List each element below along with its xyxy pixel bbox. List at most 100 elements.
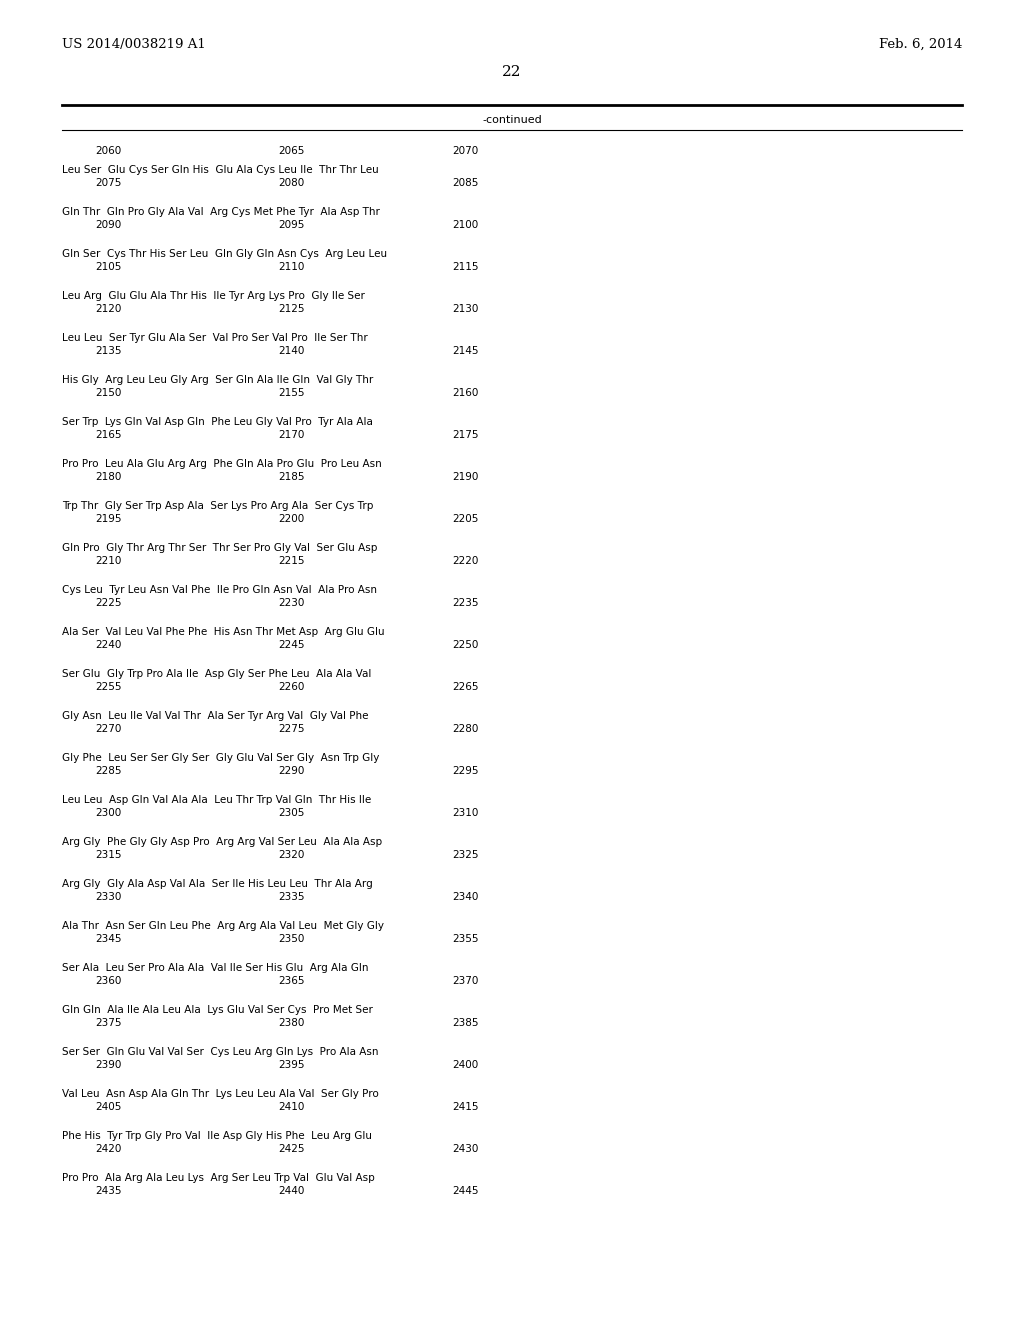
Text: 2415: 2415 bbox=[452, 1102, 478, 1111]
Text: 2275: 2275 bbox=[278, 723, 304, 734]
Text: Leu Leu  Ser Tyr Glu Ala Ser  Val Pro Ser Val Pro  Ile Ser Thr: Leu Leu Ser Tyr Glu Ala Ser Val Pro Ser … bbox=[62, 333, 368, 343]
Text: 2240: 2240 bbox=[95, 640, 122, 649]
Text: Gly Asn  Leu Ile Val Val Thr  Ala Ser Tyr Arg Val  Gly Val Phe: Gly Asn Leu Ile Val Val Thr Ala Ser Tyr … bbox=[62, 711, 369, 721]
Text: 2290: 2290 bbox=[278, 766, 304, 776]
Text: 2140: 2140 bbox=[278, 346, 304, 356]
Text: 2425: 2425 bbox=[278, 1144, 304, 1154]
Text: 2280: 2280 bbox=[452, 723, 478, 734]
Text: 2075: 2075 bbox=[95, 178, 122, 187]
Text: 2125: 2125 bbox=[278, 304, 304, 314]
Text: 2250: 2250 bbox=[452, 640, 478, 649]
Text: 2330: 2330 bbox=[95, 892, 122, 902]
Text: 2060: 2060 bbox=[95, 147, 121, 156]
Text: 2195: 2195 bbox=[95, 513, 122, 524]
Text: 2175: 2175 bbox=[452, 430, 478, 440]
Text: 2335: 2335 bbox=[278, 892, 304, 902]
Text: Leu Arg  Glu Glu Ala Thr His  Ile Tyr Arg Lys Pro  Gly Ile Ser: Leu Arg Glu Glu Ala Thr His Ile Tyr Arg … bbox=[62, 290, 365, 301]
Text: 2435: 2435 bbox=[95, 1185, 122, 1196]
Text: Gly Phe  Leu Ser Ser Gly Ser  Gly Glu Val Ser Gly  Asn Trp Gly: Gly Phe Leu Ser Ser Gly Ser Gly Glu Val … bbox=[62, 752, 379, 763]
Text: 2100: 2100 bbox=[452, 220, 478, 230]
Text: 2345: 2345 bbox=[95, 935, 122, 944]
Text: 2150: 2150 bbox=[95, 388, 122, 399]
Text: US 2014/0038219 A1: US 2014/0038219 A1 bbox=[62, 38, 206, 51]
Text: Gln Gln  Ala Ile Ala Leu Ala  Lys Glu Val Ser Cys  Pro Met Ser: Gln Gln Ala Ile Ala Leu Ala Lys Glu Val … bbox=[62, 1005, 373, 1015]
Text: 2385: 2385 bbox=[452, 1018, 478, 1028]
Text: Pro Pro  Ala Arg Ala Leu Lys  Arg Ser Leu Trp Val  Glu Val Asp: Pro Pro Ala Arg Ala Leu Lys Arg Ser Leu … bbox=[62, 1173, 375, 1183]
Text: Gln Pro  Gly Thr Arg Thr Ser  Thr Ser Pro Gly Val  Ser Glu Asp: Gln Pro Gly Thr Arg Thr Ser Thr Ser Pro … bbox=[62, 543, 378, 553]
Text: 2255: 2255 bbox=[95, 682, 122, 692]
Text: 2105: 2105 bbox=[95, 261, 122, 272]
Text: 2340: 2340 bbox=[452, 892, 478, 902]
Text: Trp Thr  Gly Ser Trp Asp Ala  Ser Lys Pro Arg Ala  Ser Cys Trp: Trp Thr Gly Ser Trp Asp Ala Ser Lys Pro … bbox=[62, 502, 374, 511]
Text: 2440: 2440 bbox=[278, 1185, 304, 1196]
Text: Arg Gly  Phe Gly Gly Asp Pro  Arg Arg Val Ser Leu  Ala Ala Asp: Arg Gly Phe Gly Gly Asp Pro Arg Arg Val … bbox=[62, 837, 382, 847]
Text: 2245: 2245 bbox=[278, 640, 304, 649]
Text: Ala Thr  Asn Ser Gln Leu Phe  Arg Arg Ala Val Leu  Met Gly Gly: Ala Thr Asn Ser Gln Leu Phe Arg Arg Ala … bbox=[62, 921, 384, 931]
Text: 2225: 2225 bbox=[95, 598, 122, 609]
Text: 2310: 2310 bbox=[452, 808, 478, 818]
Text: Ala Ser  Val Leu Val Phe Phe  His Asn Thr Met Asp  Arg Glu Glu: Ala Ser Val Leu Val Phe Phe His Asn Thr … bbox=[62, 627, 385, 638]
Text: 2260: 2260 bbox=[278, 682, 304, 692]
Text: 2430: 2430 bbox=[452, 1144, 478, 1154]
Text: Ser Ala  Leu Ser Pro Ala Ala  Val Ile Ser His Glu  Arg Ala Gln: Ser Ala Leu Ser Pro Ala Ala Val Ile Ser … bbox=[62, 964, 369, 973]
Text: 2160: 2160 bbox=[452, 388, 478, 399]
Text: 2285: 2285 bbox=[95, 766, 122, 776]
Text: 2200: 2200 bbox=[278, 513, 304, 524]
Text: 2320: 2320 bbox=[278, 850, 304, 861]
Text: 2305: 2305 bbox=[278, 808, 304, 818]
Text: 2145: 2145 bbox=[452, 346, 478, 356]
Text: 2095: 2095 bbox=[278, 220, 304, 230]
Text: 2445: 2445 bbox=[452, 1185, 478, 1196]
Text: 2210: 2210 bbox=[95, 556, 122, 566]
Text: Ser Glu  Gly Trp Pro Ala Ile  Asp Gly Ser Phe Leu  Ala Ala Val: Ser Glu Gly Trp Pro Ala Ile Asp Gly Ser … bbox=[62, 669, 372, 678]
Text: Gln Ser  Cys Thr His Ser Leu  Gln Gly Gln Asn Cys  Arg Leu Leu: Gln Ser Cys Thr His Ser Leu Gln Gly Gln … bbox=[62, 249, 387, 259]
Text: 2155: 2155 bbox=[278, 388, 304, 399]
Text: 2185: 2185 bbox=[278, 473, 304, 482]
Text: Feb. 6, 2014: Feb. 6, 2014 bbox=[879, 38, 962, 51]
Text: 2135: 2135 bbox=[95, 346, 122, 356]
Text: Arg Gly  Gly Ala Asp Val Ala  Ser Ile His Leu Leu  Thr Ala Arg: Arg Gly Gly Ala Asp Val Ala Ser Ile His … bbox=[62, 879, 373, 888]
Text: 2395: 2395 bbox=[278, 1060, 304, 1071]
Text: 2410: 2410 bbox=[278, 1102, 304, 1111]
Text: 2405: 2405 bbox=[95, 1102, 122, 1111]
Text: Leu Leu  Asp Gln Val Ala Ala  Leu Thr Trp Val Gln  Thr His Ile: Leu Leu Asp Gln Val Ala Ala Leu Thr Trp … bbox=[62, 795, 372, 805]
Text: 2400: 2400 bbox=[452, 1060, 478, 1071]
Text: 2325: 2325 bbox=[452, 850, 478, 861]
Text: His Gly  Arg Leu Leu Gly Arg  Ser Gln Ala Ile Gln  Val Gly Thr: His Gly Arg Leu Leu Gly Arg Ser Gln Ala … bbox=[62, 375, 374, 385]
Text: 2390: 2390 bbox=[95, 1060, 122, 1071]
Text: Val Leu  Asn Asp Ala Gln Thr  Lys Leu Leu Ala Val  Ser Gly Pro: Val Leu Asn Asp Ala Gln Thr Lys Leu Leu … bbox=[62, 1089, 379, 1100]
Text: Pro Pro  Leu Ala Glu Arg Arg  Phe Gln Ala Pro Glu  Pro Leu Asn: Pro Pro Leu Ala Glu Arg Arg Phe Gln Ala … bbox=[62, 459, 382, 469]
Text: 2365: 2365 bbox=[278, 975, 304, 986]
Text: Ser Trp  Lys Gln Val Asp Gln  Phe Leu Gly Val Pro  Tyr Ala Ala: Ser Trp Lys Gln Val Asp Gln Phe Leu Gly … bbox=[62, 417, 373, 426]
Text: 2080: 2080 bbox=[278, 178, 304, 187]
Text: 2370: 2370 bbox=[452, 975, 478, 986]
Text: 2190: 2190 bbox=[452, 473, 478, 482]
Text: 2355: 2355 bbox=[452, 935, 478, 944]
Text: 2065: 2065 bbox=[278, 147, 304, 156]
Text: Gln Thr  Gln Pro Gly Ala Val  Arg Cys Met Phe Tyr  Ala Asp Thr: Gln Thr Gln Pro Gly Ala Val Arg Cys Met … bbox=[62, 207, 380, 216]
Text: Leu Ser  Glu Cys Ser Gln His  Glu Ala Cys Leu Ile  Thr Thr Leu: Leu Ser Glu Cys Ser Gln His Glu Ala Cys … bbox=[62, 165, 379, 176]
Text: 22: 22 bbox=[502, 65, 522, 79]
Text: 2215: 2215 bbox=[278, 556, 304, 566]
Text: Phe His  Tyr Trp Gly Pro Val  Ile Asp Gly His Phe  Leu Arg Glu: Phe His Tyr Trp Gly Pro Val Ile Asp Gly … bbox=[62, 1131, 372, 1140]
Text: 2315: 2315 bbox=[95, 850, 122, 861]
Text: 2270: 2270 bbox=[95, 723, 122, 734]
Text: 2350: 2350 bbox=[278, 935, 304, 944]
Text: 2265: 2265 bbox=[452, 682, 478, 692]
Text: Cys Leu  Tyr Leu Asn Val Phe  Ile Pro Gln Asn Val  Ala Pro Asn: Cys Leu Tyr Leu Asn Val Phe Ile Pro Gln … bbox=[62, 585, 377, 595]
Text: 2300: 2300 bbox=[95, 808, 121, 818]
Text: Ser Ser  Gln Glu Val Val Ser  Cys Leu Arg Gln Lys  Pro Ala Asn: Ser Ser Gln Glu Val Val Ser Cys Leu Arg … bbox=[62, 1047, 379, 1057]
Text: 2235: 2235 bbox=[452, 598, 478, 609]
Text: 2110: 2110 bbox=[278, 261, 304, 272]
Text: 2165: 2165 bbox=[95, 430, 122, 440]
Text: 2070: 2070 bbox=[452, 147, 478, 156]
Text: 2375: 2375 bbox=[95, 1018, 122, 1028]
Text: 2360: 2360 bbox=[95, 975, 122, 986]
Text: 2380: 2380 bbox=[278, 1018, 304, 1028]
Text: 2130: 2130 bbox=[452, 304, 478, 314]
Text: 2085: 2085 bbox=[452, 178, 478, 187]
Text: 2230: 2230 bbox=[278, 598, 304, 609]
Text: 2420: 2420 bbox=[95, 1144, 122, 1154]
Text: 2115: 2115 bbox=[452, 261, 478, 272]
Text: 2090: 2090 bbox=[95, 220, 121, 230]
